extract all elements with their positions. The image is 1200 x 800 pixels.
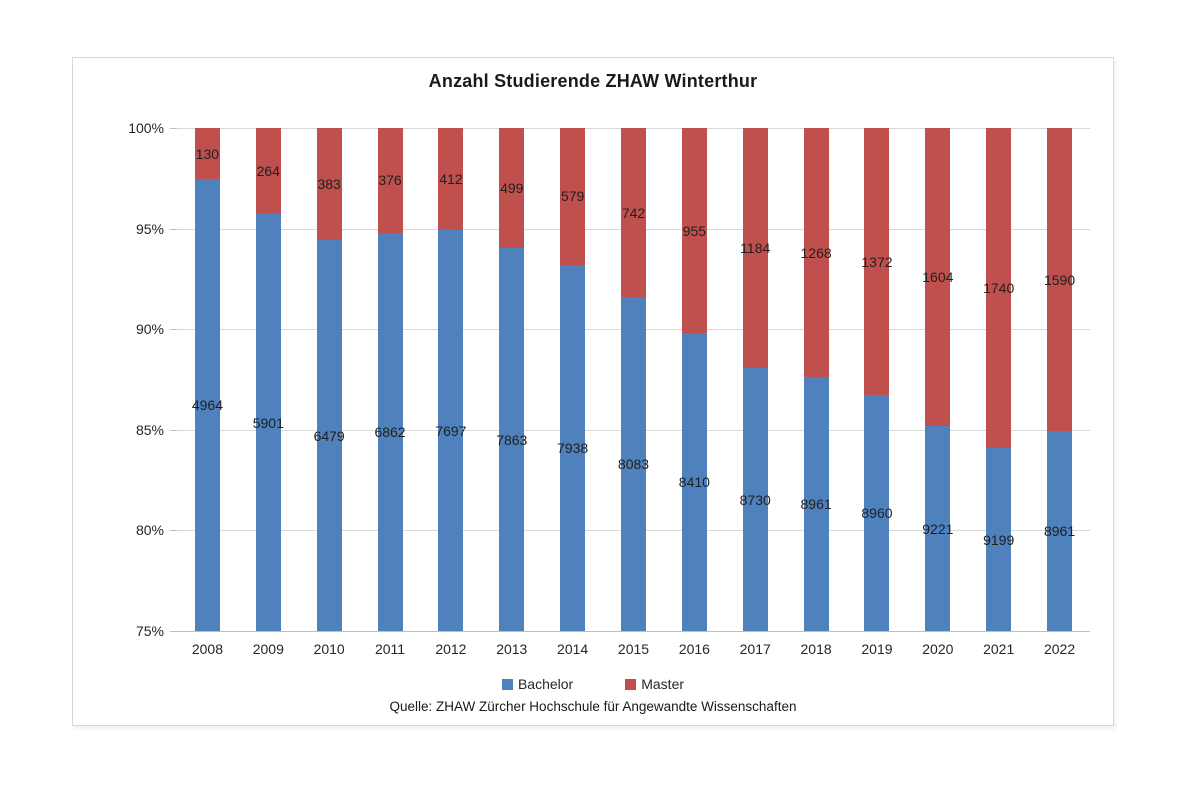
data-label-bachelor-2014: 7938 [557,439,589,456]
y-axis-tick-85 [170,429,177,431]
y-axis-label-85: 85% [135,421,164,438]
bar-master-2022 [1047,128,1073,432]
bar-bachelor-2022 [1047,431,1073,631]
legend-item-bachelor: Bachelor [501,676,574,692]
x-axis-label-2016: 2016 [678,641,710,657]
bar-master-2012 [438,128,464,231]
bachelor-swatch-icon [501,678,513,690]
data-label-master-2019: 1372 [861,253,893,270]
legend-label-bachelor: Bachelor [517,676,574,692]
x-axis-label-2021: 2021 [983,641,1015,657]
data-label-master-2017: 1184 [740,240,771,257]
y-axis-label-80: 80% [135,522,164,539]
bar-master-2020 [925,128,951,427]
data-label-master-2009: 264 [256,163,280,180]
bar-bachelor-2009 [255,214,281,631]
legend-label-master: Master [641,676,685,692]
x-axis-label-2015: 2015 [617,641,650,657]
data-label-bachelor-2008: 4964 [191,397,223,414]
y-axis-label-90: 90% [135,321,164,338]
bar-bachelor-2008 [194,179,220,631]
data-label-master-2014: 579 [560,188,585,205]
data-label-bachelor-2012: 7697 [435,422,467,439]
data-label-bachelor-2010: 6479 [313,427,345,444]
legend-item-master: Master [625,676,684,692]
bar-bachelor-2016 [681,333,707,631]
y-axis-label-100: 100% [128,120,164,136]
data-label-master-2011: 376 [378,172,402,189]
bar-bachelor-2015 [621,297,646,631]
data-label-bachelor-2016: 8410 [678,474,710,491]
data-label-master-2022: 1590 [1043,271,1076,288]
y-axis-tick-80 [170,530,177,532]
x-axis-label-2012: 2012 [435,641,467,657]
data-label-master-2020: 1604 [922,269,954,286]
data-label-bachelor-2020: 9221 [922,520,954,537]
data-label-bachelor-2017: 8730 [739,491,771,508]
bar-bachelor-2018 [803,377,829,631]
x-axis-line [177,631,1090,632]
y-axis-tick-95 [170,228,177,230]
y-axis-tick-100 [170,128,177,129]
data-label-bachelor-2022: 8961 [1043,523,1076,540]
y-axis-tick-75 [170,631,177,632]
bar-master-2021 [986,128,1012,449]
x-axis-label-2011: 2011 [374,641,406,657]
x-axis-label-2010: 2010 [313,641,345,657]
legend: Bachelor Master [73,676,1113,692]
data-label-bachelor-2011: 6862 [374,423,406,440]
data-label-master-2016: 955 [682,222,707,239]
plot-area: 100% 95% 90% 85% 80% 75% 130 4964 2008 264 5901 200… [73,58,1113,725]
bar-master-2008 [194,128,220,180]
x-axis-label-2014: 2014 [557,641,589,657]
data-label-bachelor-2015: 8083 [617,456,650,473]
y-axis-label-95: 95% [135,220,164,237]
chart-frame: Anzahl Studierende ZHAW Winterthur 100% 9… [72,57,1114,726]
bar-bachelor-2019 [864,395,890,631]
data-label-bachelor-2019: 8960 [861,505,893,522]
bar-bachelor-2010 [316,240,342,631]
bar-master-2009 [255,128,281,215]
bar-bachelor-2017 [742,368,768,631]
data-label-master-2010: 383 [317,176,341,193]
data-label-bachelor-2018: 8961 [800,496,832,513]
x-axis-label-2008: 2008 [191,641,223,657]
bar-master-2016 [681,128,707,334]
x-axis-label-2009: 2009 [252,641,284,657]
x-axis-label-2017: 2017 [739,641,771,657]
data-label-master-2018: 1268 [800,244,832,261]
bar-bachelor-2021 [986,448,1012,631]
chart-title: Anzahl Studierende ZHAW Winterthur [428,71,758,91]
x-axis-label-2022: 2022 [1043,641,1076,657]
x-axis-label-2020: 2020 [922,641,954,657]
bar-master-2014 [560,128,586,265]
bar-master-2019 [864,128,890,396]
y-axis-tick-90 [170,329,177,331]
bar-master-2013 [499,128,525,249]
x-axis-label-2018: 2018 [800,641,832,657]
data-label-master-2008: 130 [195,145,220,162]
bar-master-2017 [742,128,768,369]
data-label-master-2015: 742 [621,204,646,221]
bar-master-2018 [803,128,829,378]
data-label-bachelor-2013: 7863 [496,431,528,448]
data-label-bachelor-2021: 9199 [983,531,1015,548]
bar-master-2010 [316,128,342,241]
x-axis-label-2013: 2013 [496,641,528,657]
y-axis-label-75: 75% [135,623,164,639]
data-label-master-2013: 499 [500,180,524,197]
data-label-master-2021: 1740 [983,280,1015,297]
bar-master-2015 [621,128,646,298]
data-label-bachelor-2009: 5901 [252,414,284,431]
bar-bachelor-2020 [925,426,951,631]
data-label-master-2012: 412 [439,171,463,188]
master-swatch-icon [625,678,637,690]
x-axis-label-2019: 2019 [861,641,893,657]
bar-master-2011 [377,128,403,233]
bar-bachelor-2012 [438,230,464,631]
bar-bachelor-2014 [560,264,586,631]
bar-bachelor-2011 [377,232,403,631]
source-caption: Quelle: ZHAW Zürcher Hochschule für Ange… [389,699,797,714]
bar-bachelor-2013 [499,248,525,631]
